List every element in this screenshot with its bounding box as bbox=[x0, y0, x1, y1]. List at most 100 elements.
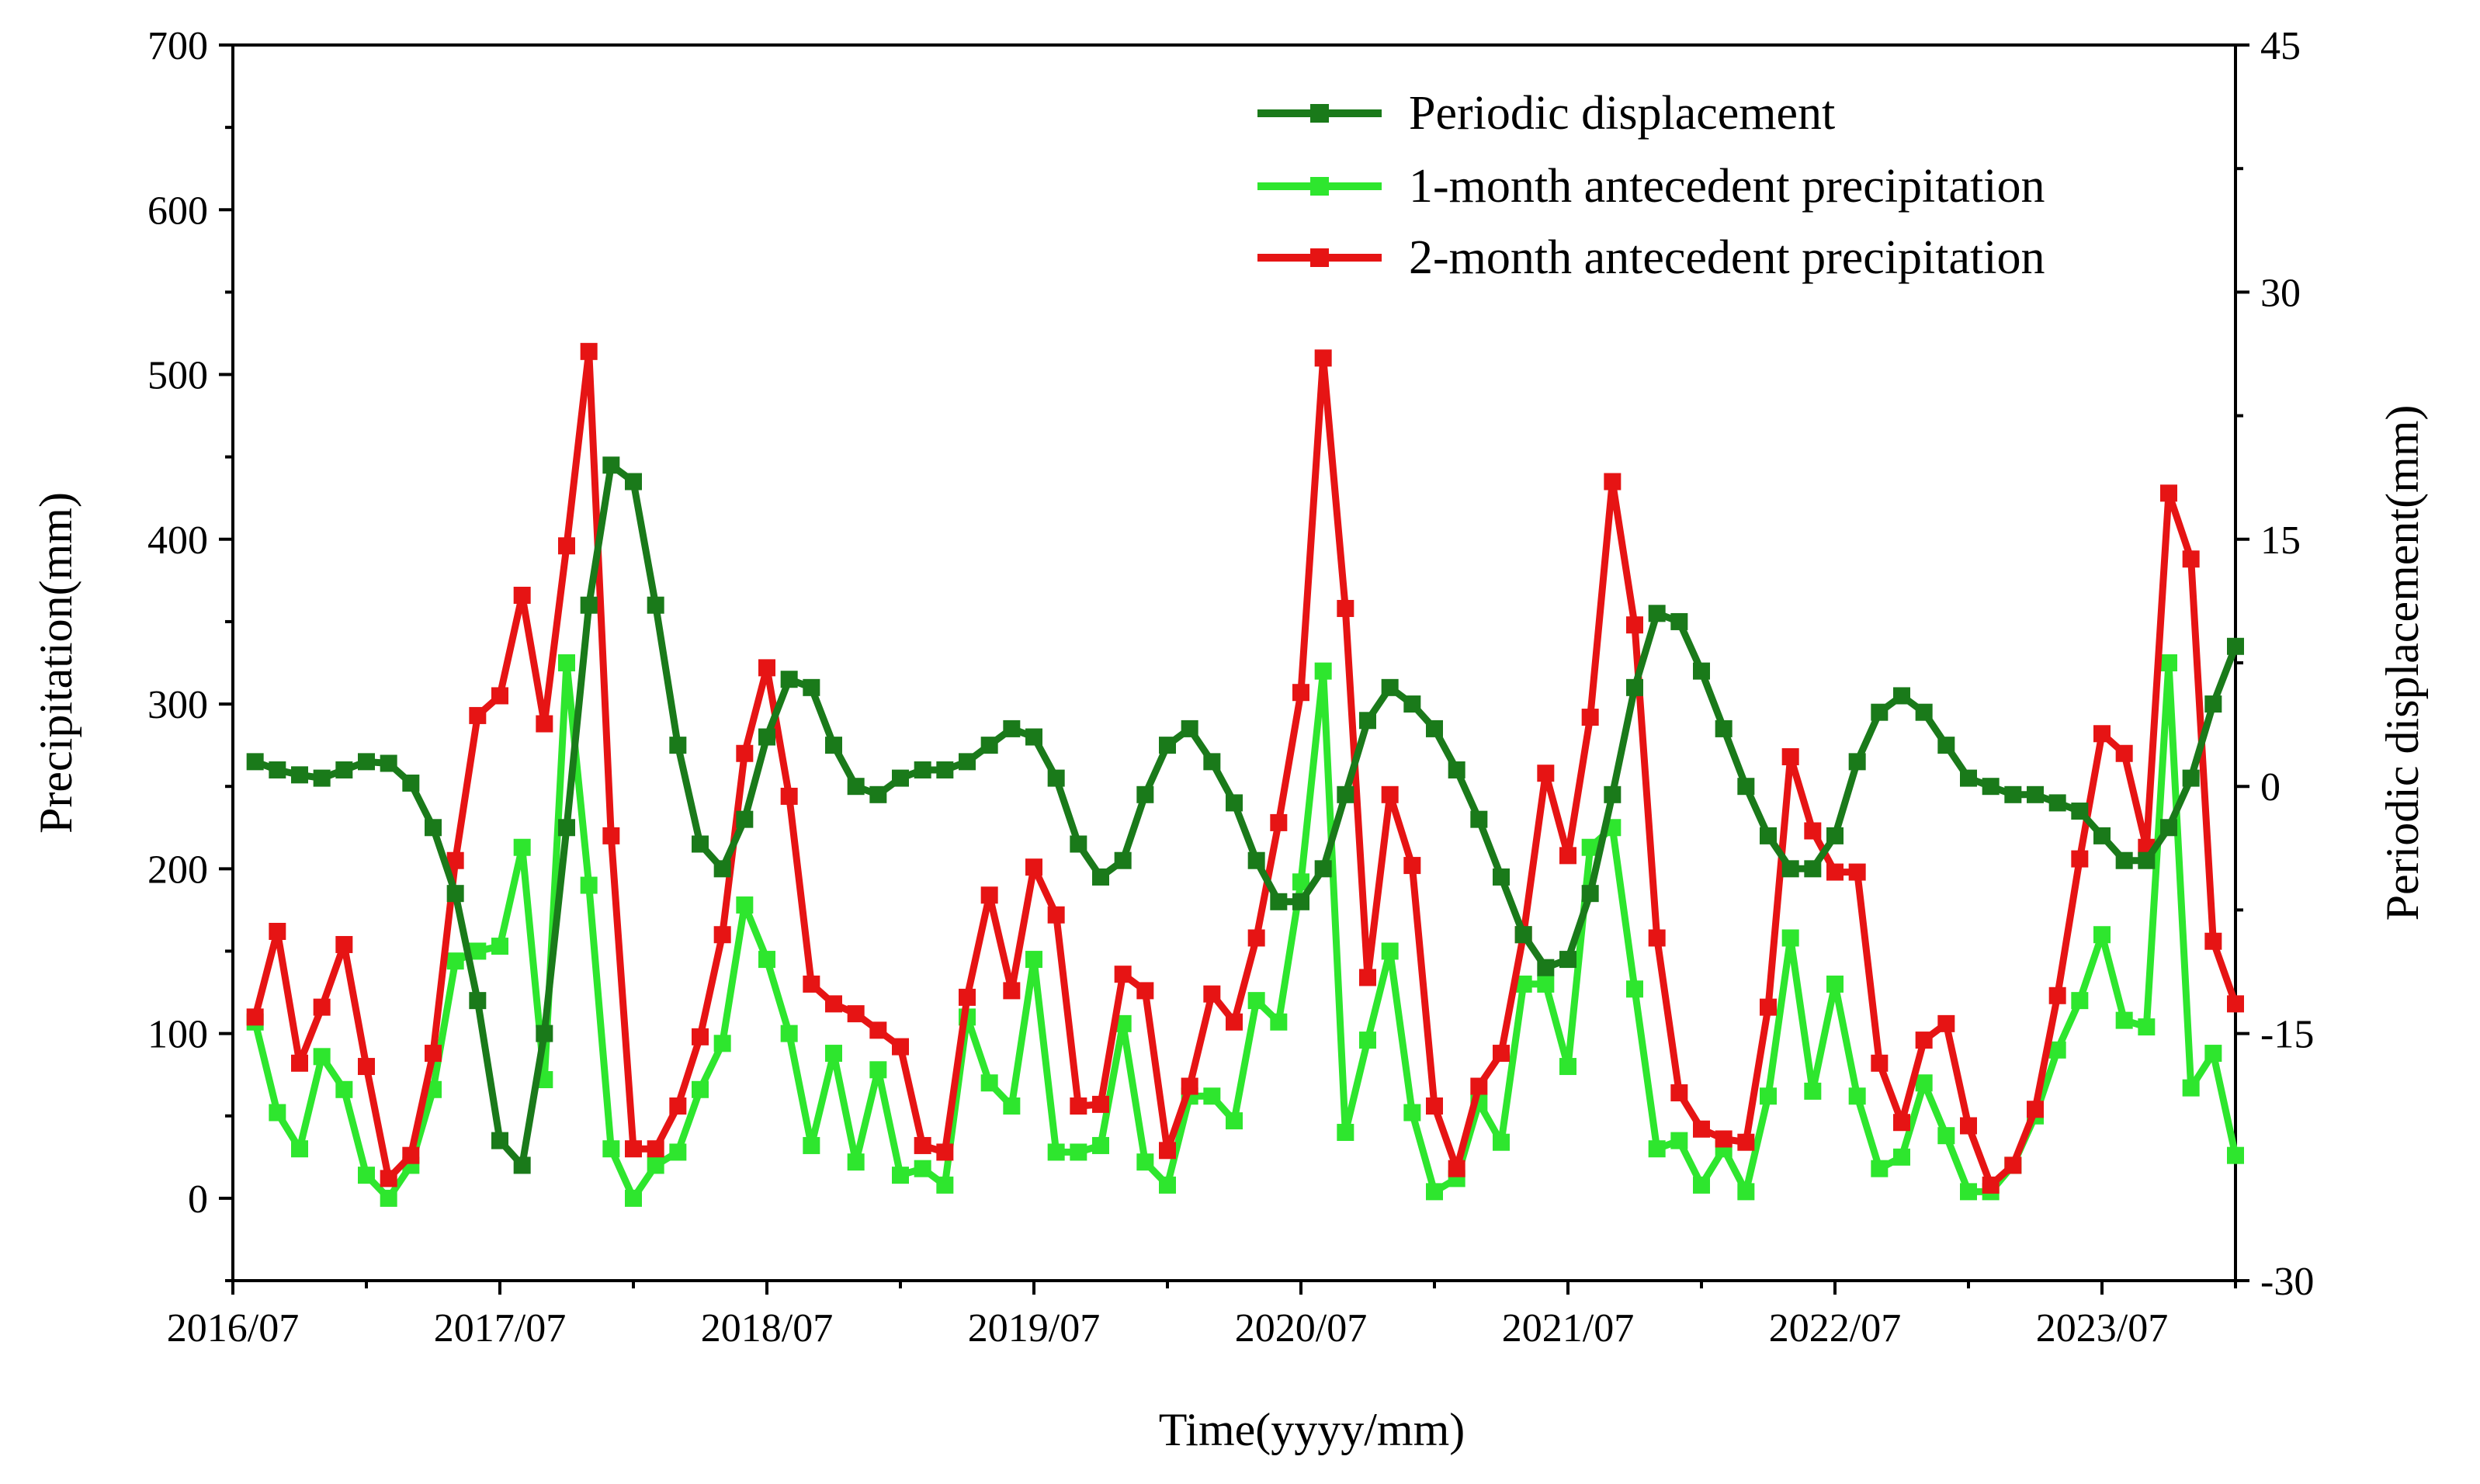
data-point-1-month-antecedent-precipitation bbox=[847, 1153, 865, 1171]
data-point-1-month-antecedent-precipitation bbox=[1337, 1123, 1354, 1141]
data-point-2-month-antecedent-precipitation bbox=[1047, 906, 1065, 924]
data-point-periodic-displacement bbox=[358, 753, 375, 771]
series-layer bbox=[246, 342, 2244, 1207]
data-point-periodic-displacement bbox=[1626, 678, 1643, 696]
data-point-periodic-displacement bbox=[513, 1156, 531, 1174]
data-point-1-month-antecedent-precipitation bbox=[1804, 1082, 1822, 1100]
data-point-periodic-displacement bbox=[1359, 712, 1376, 730]
data-point-1-month-antecedent-precipitation bbox=[1203, 1087, 1221, 1105]
data-point-periodic-displacement bbox=[713, 860, 731, 878]
left-y-tick-label: 700 bbox=[147, 24, 208, 68]
data-point-2-month-antecedent-precipitation bbox=[936, 1143, 954, 1161]
data-point-2-month-antecedent-precipitation bbox=[1604, 473, 1622, 491]
left-y-tick-label: 300 bbox=[147, 683, 208, 727]
data-point-1-month-antecedent-precipitation bbox=[335, 1080, 353, 1098]
series-line-1-month-antecedent-precipitation bbox=[251, 659, 2239, 1202]
legend-item-periodic-displacement: Periodic displacement bbox=[1257, 87, 1835, 140]
data-point-periodic-displacement bbox=[1693, 662, 1710, 680]
data-point-1-month-antecedent-precipitation bbox=[446, 952, 464, 970]
x-tick-label: 2023/07 bbox=[2036, 1306, 2168, 1351]
data-point-1-month-antecedent-precipitation bbox=[291, 1140, 308, 1158]
data-point-2-month-antecedent-precipitation bbox=[1648, 929, 1666, 947]
data-point-1-month-antecedent-precipitation bbox=[1426, 1183, 1443, 1201]
data-point-1-month-antecedent-precipitation bbox=[936, 1176, 954, 1194]
data-point-2-month-antecedent-precipitation bbox=[1848, 863, 1866, 881]
data-point-2-month-antecedent-precipitation bbox=[780, 787, 798, 805]
series-2-month-antecedent-precipitation bbox=[246, 342, 2244, 1194]
data-point-1-month-antecedent-precipitation bbox=[1537, 975, 1555, 993]
left-y-tick-label: 200 bbox=[147, 848, 208, 892]
data-point-periodic-displacement bbox=[1848, 753, 1866, 771]
data-point-periodic-displacement bbox=[1337, 785, 1354, 803]
right-y-tick-label: 30 bbox=[2260, 271, 2301, 315]
data-point-1-month-antecedent-precipitation bbox=[914, 1160, 931, 1177]
data-point-1-month-antecedent-precipitation bbox=[1960, 1183, 1977, 1201]
data-point-1-month-antecedent-precipitation bbox=[1359, 1032, 1376, 1049]
data-point-2-month-antecedent-precipitation bbox=[469, 706, 487, 724]
data-point-2-month-antecedent-precipitation bbox=[803, 975, 820, 993]
data-point-periodic-displacement bbox=[1426, 719, 1443, 737]
data-point-2-month-antecedent-precipitation bbox=[2115, 744, 2133, 762]
data-point-2-month-antecedent-precipitation bbox=[625, 1140, 642, 1158]
data-point-2-month-antecedent-precipitation bbox=[825, 995, 842, 1013]
data-point-periodic-displacement bbox=[313, 769, 331, 787]
data-point-2-month-antecedent-precipitation bbox=[1937, 1014, 1955, 1032]
data-point-periodic-displacement bbox=[269, 761, 286, 778]
data-point-2-month-antecedent-precipitation bbox=[313, 998, 331, 1016]
data-point-periodic-displacement bbox=[959, 753, 976, 771]
data-point-1-month-antecedent-precipitation bbox=[1314, 662, 1332, 680]
data-point-periodic-displacement bbox=[2138, 851, 2156, 869]
data-point-periodic-displacement bbox=[1403, 695, 1421, 713]
data-point-2-month-antecedent-precipitation bbox=[1159, 1142, 1176, 1160]
data-point-2-month-antecedent-precipitation bbox=[2204, 932, 2222, 950]
data-point-periodic-displacement bbox=[1247, 851, 1265, 869]
x-tick-label: 2017/07 bbox=[434, 1306, 566, 1351]
data-point-1-month-antecedent-precipitation bbox=[602, 1140, 620, 1158]
data-point-2-month-antecedent-precipitation bbox=[2182, 550, 2200, 568]
data-point-2-month-antecedent-precipitation bbox=[669, 1097, 687, 1115]
data-point-periodic-displacement bbox=[1493, 868, 1510, 886]
x-tick-label: 2021/07 bbox=[1502, 1306, 1634, 1351]
data-point-2-month-antecedent-precipitation bbox=[736, 744, 754, 762]
data-point-1-month-antecedent-precipitation bbox=[1626, 980, 1643, 998]
data-point-1-month-antecedent-precipitation bbox=[692, 1080, 709, 1098]
data-point-1-month-antecedent-precipitation bbox=[825, 1045, 842, 1063]
data-point-2-month-antecedent-precipitation bbox=[1781, 747, 1799, 765]
data-point-periodic-displacement bbox=[1203, 753, 1221, 771]
data-point-2-month-antecedent-precipitation bbox=[2004, 1156, 2022, 1174]
data-point-1-month-antecedent-precipitation bbox=[1003, 1097, 1021, 1115]
data-point-1-month-antecedent-precipitation bbox=[1247, 992, 1265, 1010]
data-point-2-month-antecedent-precipitation bbox=[380, 1170, 397, 1188]
right-y-tick-labels: -30 -15 0 15 30 45 bbox=[2260, 24, 2314, 1304]
data-point-1-month-antecedent-precipitation bbox=[1693, 1176, 1710, 1194]
data-point-2-month-antecedent-precipitation bbox=[1960, 1117, 1977, 1135]
legend-item-2-month: 2-month antecedent precipitation bbox=[1257, 231, 2045, 284]
data-point-1-month-antecedent-precipitation bbox=[269, 1104, 286, 1122]
left-y-tick-label: 0 bbox=[188, 1177, 208, 1222]
data-point-1-month-antecedent-precipitation bbox=[1937, 1127, 1955, 1145]
data-point-periodic-displacement bbox=[1003, 719, 1021, 737]
data-point-1-month-antecedent-precipitation bbox=[1403, 1104, 1421, 1122]
data-point-1-month-antecedent-precipitation bbox=[1915, 1074, 1933, 1092]
data-point-periodic-displacement bbox=[1804, 860, 1822, 878]
data-point-2-month-antecedent-precipitation bbox=[269, 922, 286, 940]
data-point-1-month-antecedent-precipitation bbox=[1270, 1013, 1288, 1031]
data-point-2-month-antecedent-precipitation bbox=[1559, 847, 1576, 865]
data-point-1-month-antecedent-precipitation bbox=[2115, 1011, 2133, 1029]
data-point-periodic-displacement bbox=[291, 766, 308, 784]
legend-marker-periodic-displacement bbox=[1310, 104, 1329, 123]
data-point-periodic-displacement bbox=[446, 885, 464, 903]
data-point-1-month-antecedent-precipitation bbox=[2204, 1045, 2222, 1063]
data-point-2-month-antecedent-precipitation bbox=[758, 659, 775, 677]
data-point-1-month-antecedent-precipitation bbox=[2093, 926, 2111, 944]
data-point-1-month-antecedent-precipitation bbox=[1648, 1140, 1666, 1158]
data-point-2-month-antecedent-precipitation bbox=[1092, 1095, 1109, 1113]
legend-item-1-month: 1-month antecedent precipitation bbox=[1257, 160, 2045, 213]
legend-label-1-month: 1-month antecedent precipitation bbox=[1409, 160, 2045, 213]
data-point-2-month-antecedent-precipitation bbox=[2227, 995, 2244, 1013]
data-point-2-month-antecedent-precipitation bbox=[536, 715, 553, 733]
data-point-2-month-antecedent-precipitation bbox=[1359, 969, 1376, 986]
data-point-1-month-antecedent-precipitation bbox=[1092, 1136, 1109, 1154]
data-point-2-month-antecedent-precipitation bbox=[1181, 1077, 1198, 1095]
